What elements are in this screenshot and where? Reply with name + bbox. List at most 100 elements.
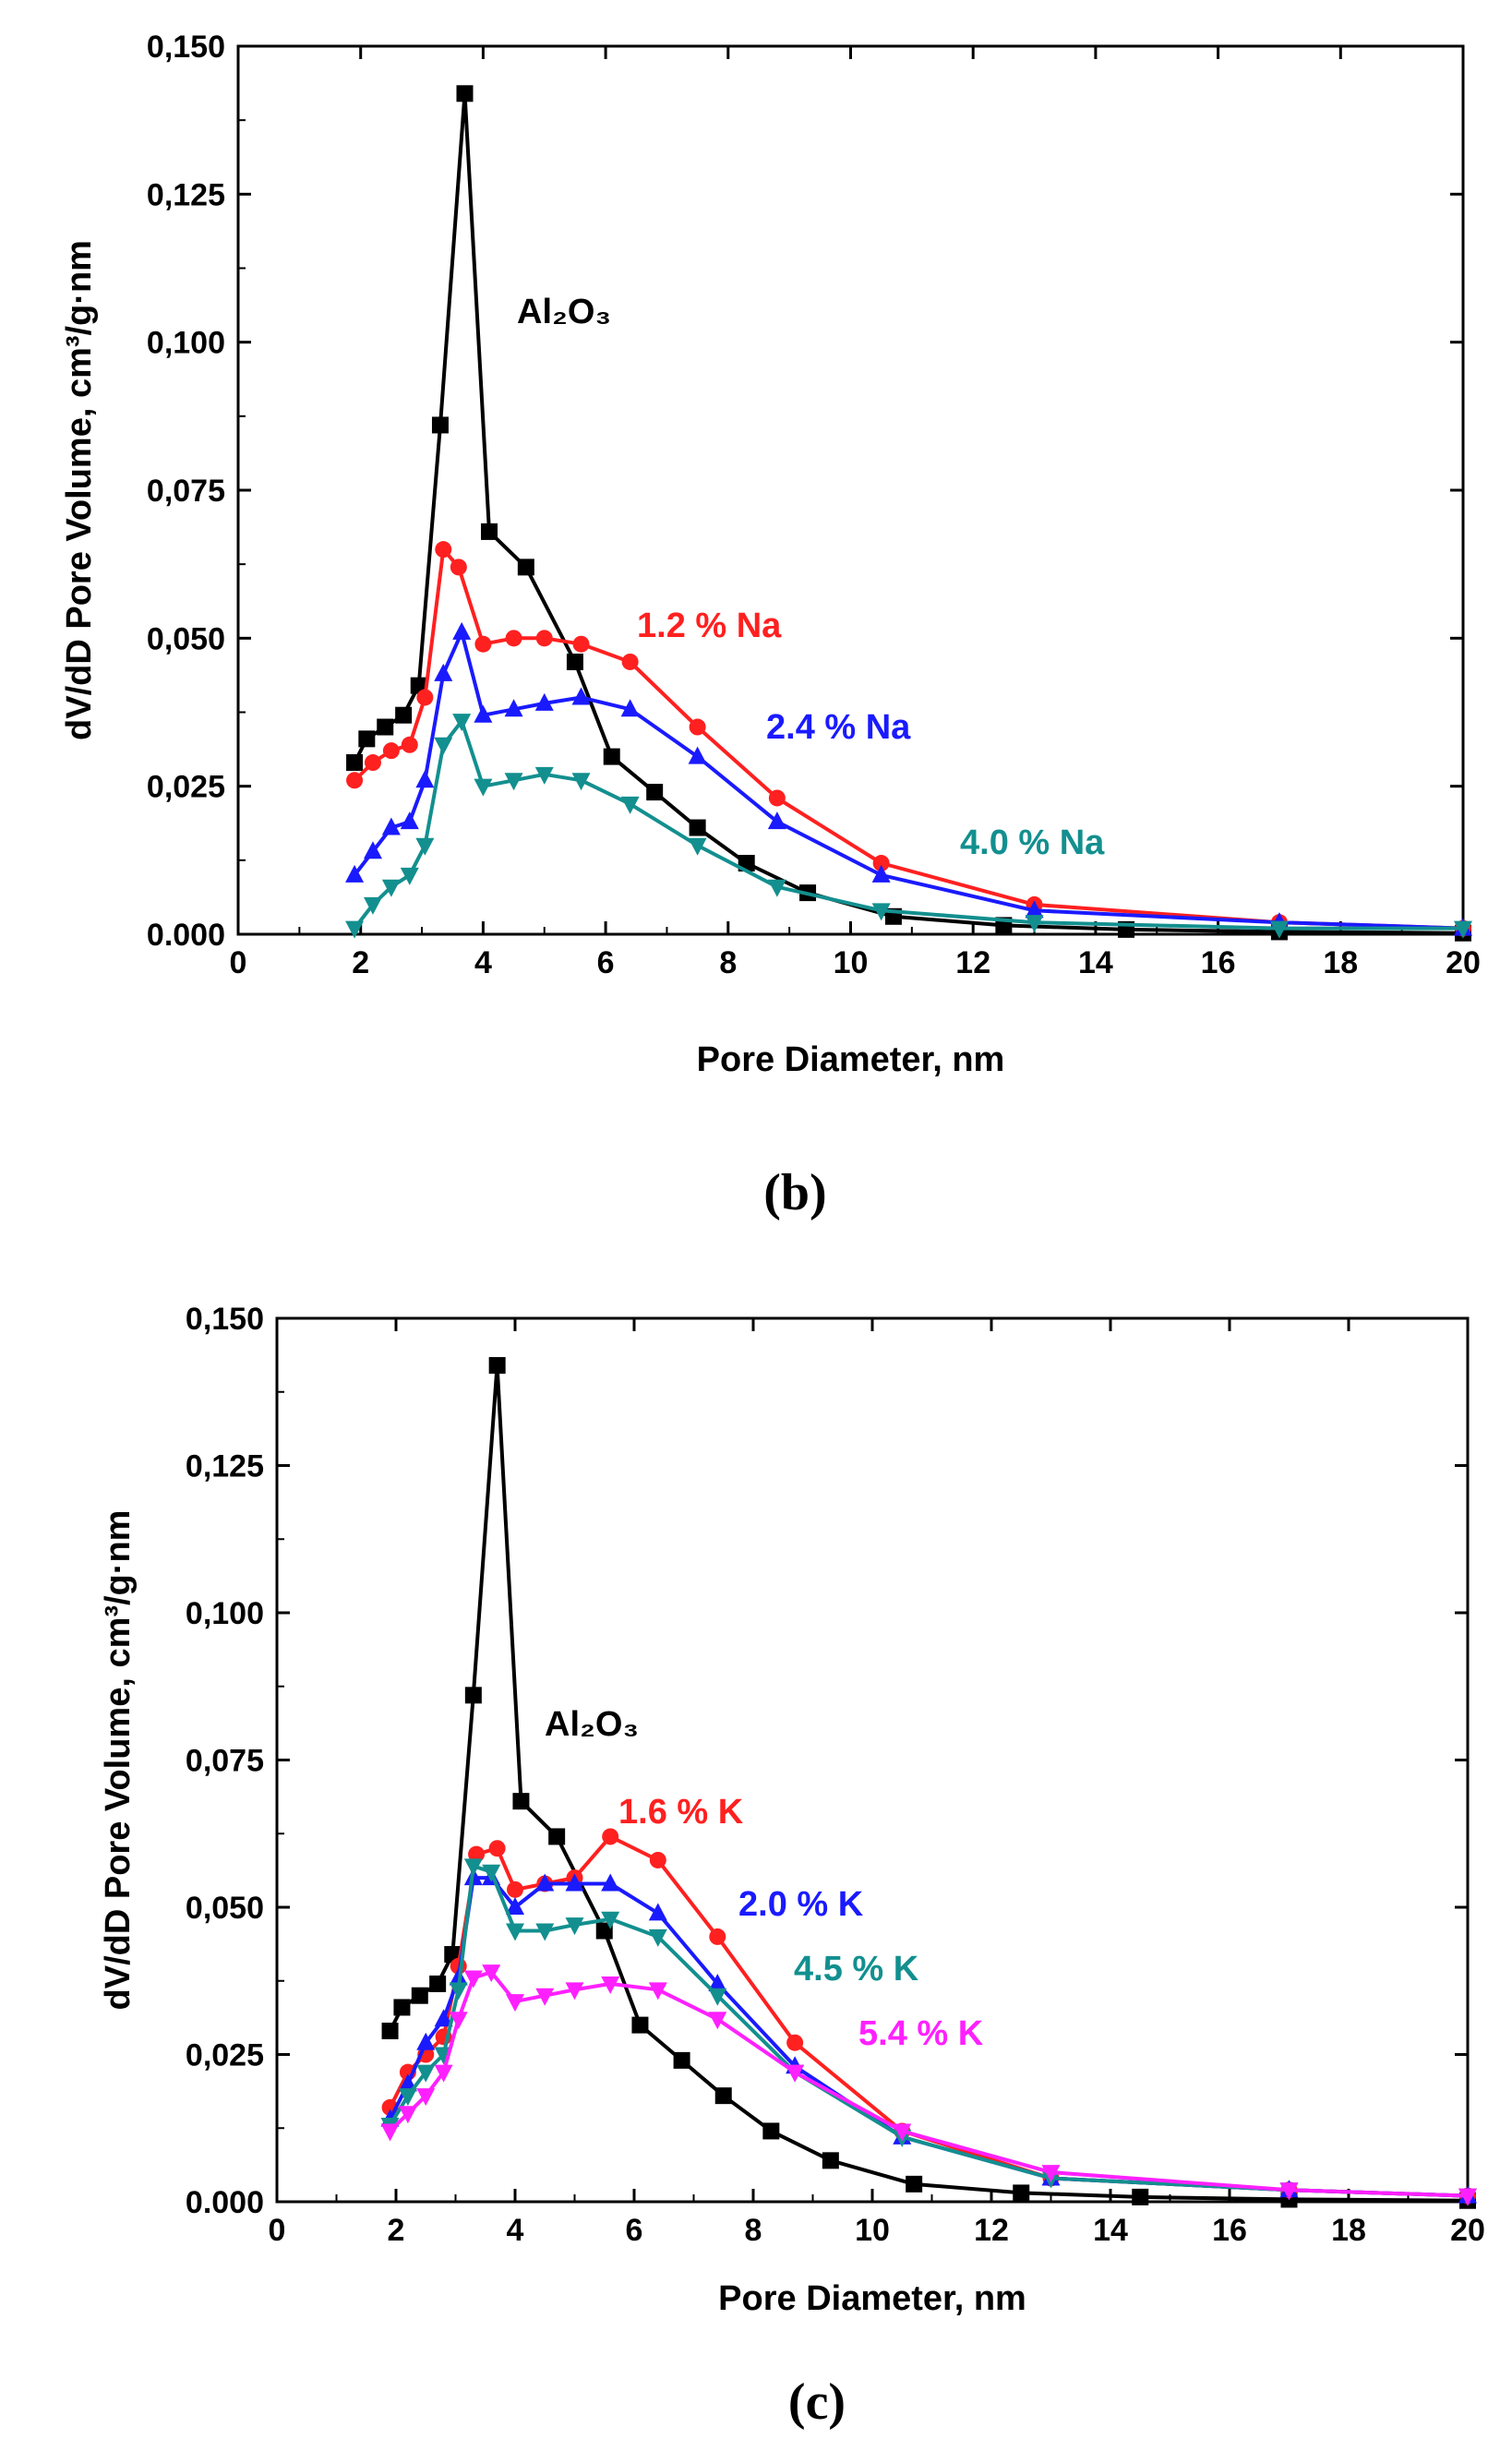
panel-label: (b) — [763, 1164, 826, 1221]
x-tick-label: 20 — [1450, 2213, 1485, 2248]
data-point — [449, 2012, 468, 2030]
data-point — [708, 2012, 727, 2030]
data-point — [822, 2152, 839, 2169]
data-point — [565, 1982, 584, 2000]
series-0: Al₂O₃ — [346, 85, 1471, 942]
data-point — [906, 2175, 923, 2193]
series-0: Al₂O₃ — [381, 1357, 1476, 2209]
data-point — [673, 2051, 690, 2069]
x-tick-label: 8 — [745, 2213, 762, 2248]
series-3: 4.0 % Na — [345, 714, 1472, 939]
data-point — [688, 746, 707, 764]
series-line — [353, 719, 1463, 931]
series-label: 5.4 % K — [858, 2014, 984, 2053]
series-4: 5.4 % K — [380, 1964, 1477, 2206]
series-label: 2.4 % Na — [766, 708, 911, 747]
data-point — [358, 730, 376, 748]
x-tick-label: 16 — [1201, 945, 1236, 980]
y-axis-label: dV/dD Pore Volume, cm³/g·nm — [60, 240, 99, 740]
data-point — [601, 1976, 620, 1994]
data-point — [416, 2088, 436, 2107]
data-point — [786, 2034, 804, 2051]
data-point — [346, 754, 364, 772]
data-point — [688, 837, 707, 856]
data-point — [603, 748, 620, 765]
data-point — [620, 796, 640, 814]
data-point — [382, 742, 400, 760]
data-point — [463, 1858, 483, 1877]
data-point — [893, 2123, 912, 2142]
data-point — [435, 541, 452, 559]
data-point — [506, 1897, 524, 1915]
data-point — [534, 692, 554, 711]
data-point — [1041, 2165, 1061, 2183]
data-point — [571, 773, 591, 791]
y-axis-label: dV/dD Pore Volume, cm³/g·nm — [99, 1510, 138, 2011]
y-tick-label: 0,100 — [186, 1596, 264, 1631]
data-point — [708, 1988, 727, 2006]
data-point — [506, 1994, 524, 2012]
data-point — [507, 1880, 523, 1898]
data-point — [709, 1928, 726, 1945]
x-tick-label: 6 — [626, 2213, 643, 2248]
data-point — [381, 817, 401, 835]
x-tick-label: 0 — [269, 2213, 286, 2248]
series-line — [389, 1970, 1469, 2198]
data-point — [571, 687, 591, 705]
chart-1: 0 2 4 6 8 10 12 14 16 18 20 0.000 0,025 0,050 0,075 0,1… — [99, 1302, 1485, 2431]
data-point — [649, 1851, 666, 1868]
series-label: Al₂O₃ — [517, 293, 611, 331]
data-point — [1132, 2188, 1149, 2205]
data-point — [762, 2122, 780, 2140]
data-point — [786, 2064, 805, 2083]
x-tick-label: 14 — [1093, 2213, 1128, 2248]
data-point — [504, 699, 523, 717]
x-tick-label: 14 — [1078, 945, 1113, 980]
data-point — [648, 1982, 667, 2000]
data-point — [429, 1975, 447, 1992]
data-point — [648, 1928, 667, 1947]
data-point — [572, 635, 590, 653]
data-point — [481, 523, 498, 540]
series-label: 4.5 % K — [794, 1950, 919, 1988]
data-point — [548, 1828, 566, 1845]
data-point — [871, 864, 891, 883]
y-tick-label: 0,025 — [147, 770, 225, 805]
data-point — [648, 1903, 667, 1921]
y-tick-label: 0,025 — [186, 2038, 264, 2073]
data-point — [534, 766, 554, 785]
data-point — [400, 867, 419, 885]
series-label: 4.0 % Na — [960, 823, 1105, 862]
data-point — [452, 714, 472, 732]
plot-frame — [275, 1316, 1470, 2204]
data-point — [474, 704, 493, 723]
data-point — [345, 920, 365, 939]
data-point — [416, 2064, 436, 2083]
x-axis-label: Pore Diameter, nm — [718, 2279, 1026, 2318]
series-line — [388, 1364, 1469, 2203]
x-tick-label: 12 — [955, 945, 990, 980]
data-point — [535, 1988, 555, 2006]
data-point — [871, 903, 891, 921]
data-point — [1013, 2184, 1030, 2202]
data-point — [434, 2009, 453, 2027]
data-point — [434, 737, 453, 755]
data-point — [1025, 900, 1044, 919]
data-point — [431, 416, 449, 434]
series-label: 1.2 % Na — [637, 607, 782, 645]
data-point — [434, 663, 453, 681]
data-point — [602, 1828, 619, 1845]
data-point — [468, 1845, 486, 1863]
panel-label: (c) — [788, 2373, 846, 2431]
data-point — [689, 819, 706, 836]
data-point — [631, 2016, 649, 2034]
x-tick-label: 4 — [474, 945, 492, 980]
series-line — [353, 91, 1464, 935]
data-point — [714, 2087, 732, 2105]
data-point — [415, 837, 435, 856]
data-point — [566, 653, 583, 670]
x-tick-label: 18 — [1331, 2213, 1366, 2248]
x-tick-label: 10 — [855, 2213, 890, 2248]
data-point — [415, 770, 435, 788]
data-point — [601, 1911, 620, 1929]
